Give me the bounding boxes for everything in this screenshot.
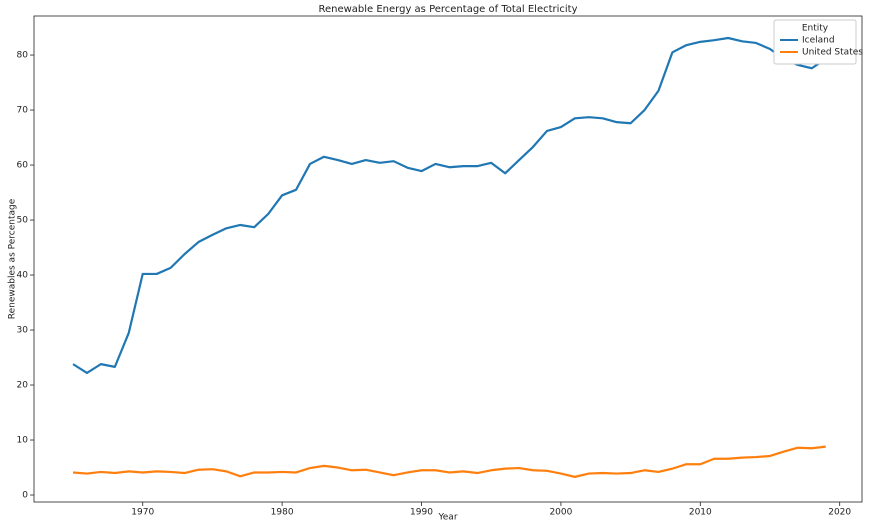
y-tick-label: 80 xyxy=(17,51,29,61)
y-tick-label: 70 xyxy=(17,106,29,116)
x-tick-label: 2020 xyxy=(828,508,851,518)
x-tick-label: 1970 xyxy=(131,508,154,518)
legend-label: United States xyxy=(802,48,863,58)
series-line xyxy=(72,36,827,375)
plot-frame xyxy=(33,15,863,503)
chart-title: Renewable Energy as Percentage of Total … xyxy=(318,4,577,15)
y-tick-label: 50 xyxy=(17,216,29,226)
legend-title: Entity xyxy=(802,24,829,34)
x-tick-label: 1980 xyxy=(271,508,294,518)
x-tick-label: 2000 xyxy=(549,508,572,518)
series-line xyxy=(72,445,826,478)
y-tick-label: 20 xyxy=(17,381,29,391)
x-tick-label: 1990 xyxy=(410,508,433,518)
y-tick-label: 30 xyxy=(17,326,29,336)
y-tick-label: 60 xyxy=(17,161,29,171)
y-tick-label: 0 xyxy=(22,491,28,501)
legend-label: Iceland xyxy=(802,36,835,46)
y-tick-label: 10 xyxy=(17,436,29,446)
y-tick-label: 40 xyxy=(17,271,29,281)
x-axis-label: Year xyxy=(437,513,457,520)
x-tick-label: 2010 xyxy=(689,508,712,518)
y-axis-label: Renewables as Percentage xyxy=(8,198,18,319)
